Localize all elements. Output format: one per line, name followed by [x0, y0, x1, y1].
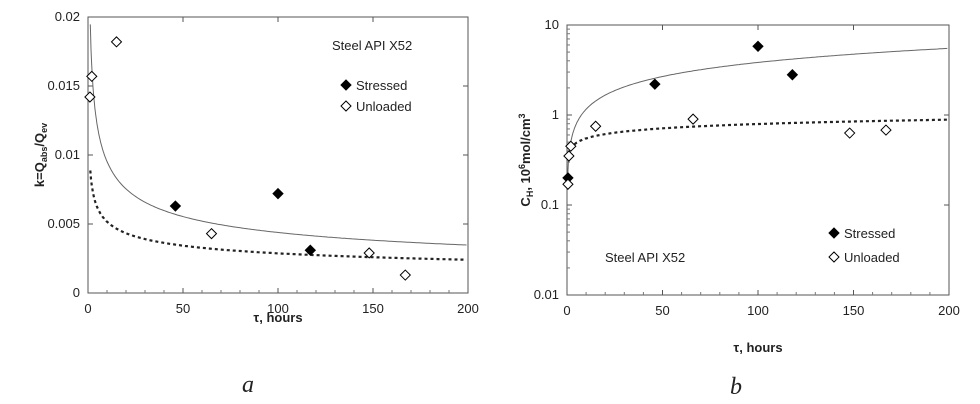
chart-a-annotation: Steel API X52 [332, 38, 412, 53]
chart-b-legend-stressed-label: Stressed [844, 226, 895, 241]
chart-a-legend-stressed-label: Stressed [356, 78, 407, 93]
chart-b-xlabel: τ, hours [733, 340, 782, 355]
chart-a-plot-area [87, 16, 469, 294]
chart-b-x-tick-label-4: 200 [938, 303, 960, 318]
chart-b-annotation: Steel API X52 [605, 250, 685, 265]
chart-b-point-unloaded-4 [687, 113, 699, 125]
chart-a-y-tick-label-4: 0.02 [55, 9, 80, 24]
chart-b-legend-stressed-marker [828, 227, 840, 239]
chart-a-point-stressed-0 [169, 200, 182, 212]
chart-a-legend-stressed-marker [340, 79, 352, 91]
chart-b-point-unloaded-0 [562, 178, 574, 190]
chart-a-fit-line-unloaded [89, 170, 467, 261]
chart-b-y-tick-label-1: 0.1 [541, 197, 559, 212]
chart-b-fit-line-stressed [567, 47, 948, 181]
chart-b-point-unloaded-1 [563, 150, 575, 162]
chart-a-y-tick-label-2: 0.01 [55, 147, 80, 162]
chart-b-point-unloaded-3 [589, 120, 602, 132]
chart-a-x-tick-label-3: 150 [362, 301, 384, 316]
chart-a-x-tick-label-4: 200 [457, 301, 479, 316]
chart-b-fit-line-unloaded [566, 118, 948, 161]
chart-b-panel-label: b [730, 374, 742, 400]
chart-a-point-unloaded-2 [110, 36, 123, 48]
chart-b-x-tick-label-0: 0 [563, 303, 570, 318]
chart-a-legend-unloaded-label: Unloaded [356, 99, 412, 114]
chart-a-point-unloaded-5 [399, 269, 412, 281]
chart-b: 0 50 100 150 200 0.01 0.1 1 10 Steel API X52 Str… [517, 17, 960, 400]
chart-a-panel-label: a [242, 372, 254, 398]
chart-a-point-unloaded-4 [363, 247, 375, 259]
chart-a-point-unloaded-1 [86, 70, 98, 83]
chart-b-x-tick-label-2: 100 [747, 303, 769, 318]
chart-b-point-stressed-2 [752, 40, 764, 52]
chart-b-legend-unloaded-label: Unloaded [844, 250, 900, 265]
chart-b-point-unloaded-6 [880, 124, 892, 136]
chart-a-point-stressed-1 [272, 187, 284, 200]
chart-a-x-tick-label-1: 50 [176, 301, 190, 316]
chart-b-legend-unloaded-marker [828, 251, 840, 263]
chart-a-x-tick-label-2: 100 [267, 301, 289, 316]
chart-a-y-tick-label-0: 0 [73, 285, 80, 300]
chart-a-point-unloaded-3 [205, 227, 218, 240]
chart-b-ylabel: CH, 106mol/cm3 [517, 113, 535, 206]
chart-a-ylabel: k=Qabs/Qev [32, 123, 49, 187]
chart-b-point-stressed-1 [649, 78, 661, 90]
chart-b-y-tick-label-3: 10 [545, 17, 559, 32]
chart-a-point-unloaded-0 [84, 91, 96, 103]
chart-a-x-tick-label-0: 0 [84, 301, 91, 316]
chart-b-point-unloaded-5 [843, 127, 856, 139]
chart-b-point-stressed-3 [786, 69, 799, 81]
chart-a-xlabel: τ, hours [253, 310, 302, 325]
chart-a-y-tick-label-1: 0.005 [47, 216, 80, 231]
chart-b-x-tick-label-3: 150 [843, 303, 865, 318]
chart-a-legend-unloaded-marker [340, 100, 352, 112]
chart-b-x-tick-label-1: 50 [655, 303, 669, 318]
chart-a-fit-line-stressed [89, 24, 467, 246]
chart-a-point-stressed-2 [304, 244, 317, 256]
chart-b-y-tick-label-0: 0.01 [534, 287, 559, 302]
chart-a-y-tick-label-3: 0.015 [47, 78, 80, 93]
chart-b-y-tick-label-2: 1 [552, 107, 559, 122]
chart-a: 0 50 100 150 200 0 0.005 0.01 0.015 0.02 Steel AP… [32, 9, 479, 398]
chart-b-point-unloaded-2 [565, 140, 577, 152]
